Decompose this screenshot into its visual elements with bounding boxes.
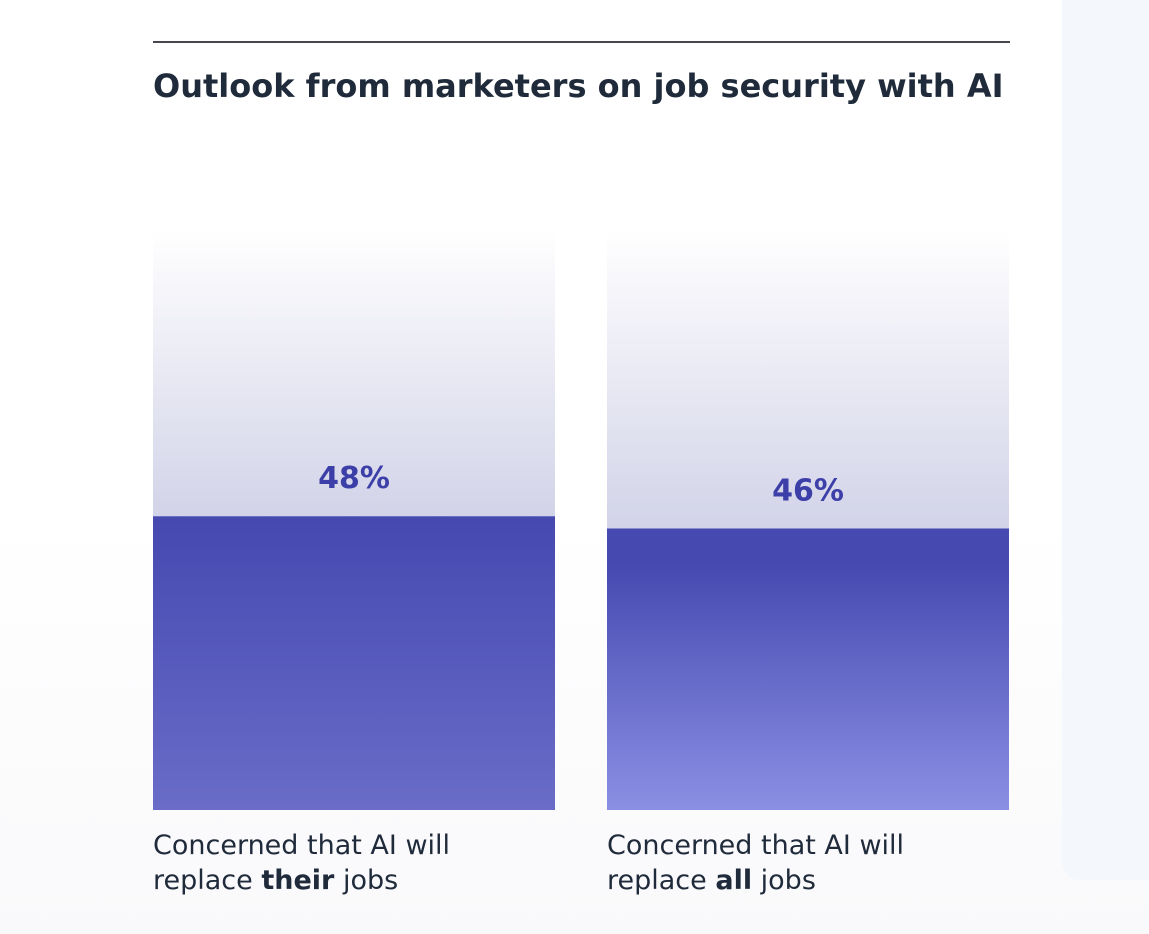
category-label-0-emphasis: their bbox=[261, 865, 335, 896]
bar-track-0 bbox=[153, 230, 555, 517]
category-label-0: Concerned that AI will replace their job… bbox=[153, 830, 451, 896]
category-label-1: Concerned that AI will replace all jobs bbox=[607, 830, 905, 896]
chart-title: Outlook from marketers on job security w… bbox=[153, 67, 1004, 105]
value-label-0: 48% bbox=[318, 461, 390, 496]
value-label-1: 46% bbox=[772, 473, 844, 508]
category-label-1-emphasis: all bbox=[715, 865, 753, 896]
side-panel bbox=[1062, 0, 1149, 880]
bar-1 bbox=[607, 528, 1009, 810]
bar-0 bbox=[153, 516, 555, 810]
top-divider bbox=[153, 41, 1010, 43]
bar-track-1 bbox=[607, 230, 1009, 529]
